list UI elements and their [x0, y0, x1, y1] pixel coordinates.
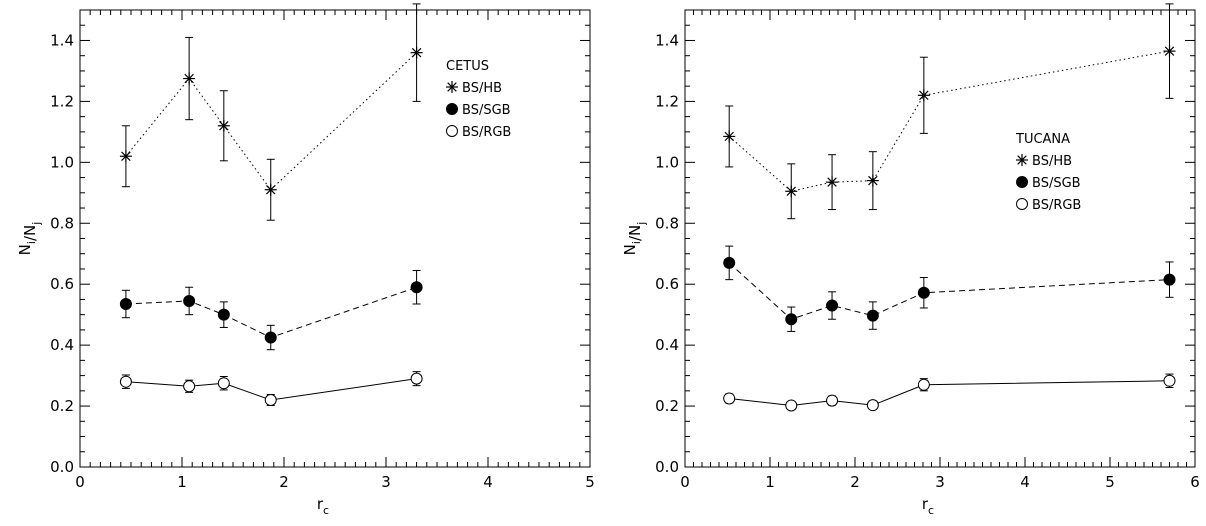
x-tick-label: 4: [483, 473, 493, 491]
chart-panel-1: 0 1 2 3 4 5 0.0 0.2 0.4 0.6 0.8 1.0 1.2 1.4 rc Ni/Nj CET…: [16, 3, 595, 517]
series-bs-hb: [119, 3, 423, 221]
asterisk-marker: [410, 46, 423, 59]
legend-entry: BS/RGB: [462, 125, 511, 140]
series-line: [125, 52, 417, 191]
y-tick-label: 0.4: [655, 336, 679, 354]
legend-entry: BS/HB: [462, 81, 502, 96]
legend-entry: BS/SGB: [462, 103, 511, 118]
asterisk-marker: [917, 89, 930, 102]
y-tick-label: 1.2: [50, 92, 74, 110]
y-tick-label: 1.0: [50, 153, 74, 171]
legend-title: TUCANA: [1015, 132, 1070, 147]
x-tick-label: 2: [850, 473, 860, 491]
filled-circle-marker: [217, 308, 230, 321]
y-axis-label: Ni/Nj: [621, 222, 648, 256]
legend-entry: BS/SGB: [1032, 176, 1081, 191]
x-axis-label: rc: [317, 495, 329, 517]
open-circle-marker: [785, 399, 798, 412]
y-tick-label: 0.8: [50, 214, 74, 232]
x-tick-label: 3: [381, 473, 391, 491]
y-tick-label: 0.2: [655, 397, 679, 415]
open-circle-marker: [183, 380, 196, 393]
asterisk-marker: [866, 174, 879, 187]
chart-panel-2: 0 1 2 3 4 5 6 0.0 0.2 0.4 0.6 0.8 1.0 1.2 1.4 rc Ni/Nj TU…: [621, 3, 1200, 517]
x-tick-label: 6: [1190, 473, 1200, 491]
filled-circle-marker: [410, 281, 423, 294]
open-circle-marker: [1163, 374, 1176, 387]
filled-circle-marker: [264, 331, 277, 344]
x-tick-label: 0: [680, 473, 690, 491]
plot-frame: [79, 9, 591, 468]
filled-circle-marker: [917, 286, 930, 299]
x-tick-label: 1: [177, 473, 187, 491]
y-tick-label: 0.2: [50, 397, 74, 415]
filled-circle-marker: [183, 294, 196, 307]
y-axis-label: Ni/Nj: [16, 222, 43, 256]
x-tick-label: 2: [279, 473, 289, 491]
asterisk-marker: [826, 176, 839, 189]
asterisk-marker: [785, 185, 798, 198]
series-bs-hb: [723, 3, 1176, 220]
x-tick-label: 5: [1105, 473, 1115, 491]
filled-circle-marker: [866, 309, 879, 322]
y-tick-label: 1.4: [655, 31, 679, 49]
y-tick-label: 0.6: [50, 275, 74, 293]
open-circle-marker: [866, 399, 879, 412]
open-circle-marker: [1016, 198, 1028, 210]
series-line: [728, 262, 1170, 320]
y-tick-label: 0.6: [655, 275, 679, 293]
x-tick-label: 3: [935, 473, 945, 491]
y-tick-label: 0.8: [655, 214, 679, 232]
filled-circle-marker: [723, 256, 736, 269]
x-tick-label: 5: [585, 473, 595, 491]
y-tick-label: 1.2: [655, 92, 679, 110]
asterisk-marker: [1163, 45, 1176, 58]
x-tick-label: 4: [1020, 473, 1030, 491]
filled-circle-marker: [785, 313, 798, 326]
open-circle-marker: [826, 394, 839, 407]
asterisk-marker: [723, 130, 736, 143]
open-circle-marker: [264, 393, 277, 406]
filled-circle-marker: [826, 299, 839, 312]
legend-title: CETUS: [446, 59, 489, 74]
y-tick-label: 0.4: [50, 336, 74, 354]
filled-circle-marker: [119, 298, 132, 311]
asterisk-marker: [217, 119, 230, 132]
asterisk-marker: [119, 150, 132, 163]
legend-entry: BS/RGB: [1032, 198, 1081, 213]
open-circle-marker: [217, 377, 230, 390]
x-tick-label: 0: [75, 473, 85, 491]
x-axis-label: rc: [922, 495, 934, 517]
filled-circle-marker: [1016, 176, 1028, 188]
series-bs-rgb: [723, 373, 1176, 412]
open-circle-marker: [119, 375, 132, 388]
y-tick-label: 1.4: [50, 31, 74, 49]
series-bs-rgb: [119, 371, 423, 406]
open-circle-marker: [723, 392, 736, 405]
legend-entry: BS/HB: [1032, 154, 1072, 169]
legend: TUCANA BS/HB BS/SGB BS/RGB: [1015, 132, 1081, 213]
plot-frame: [684, 9, 1196, 468]
series-line: [728, 50, 1170, 192]
filled-circle-marker: [1163, 273, 1176, 286]
series-line: [729, 380, 1170, 406]
x-tick-label: 1: [765, 473, 775, 491]
y-tick-label: 0.0: [655, 458, 679, 476]
open-circle-marker: [446, 125, 458, 137]
series-line: [125, 286, 417, 339]
filled-circle-marker: [446, 103, 458, 115]
asterisk-marker: [1016, 154, 1028, 166]
legend: CETUS BS/HB BS/SGB BS/RGB: [446, 59, 511, 140]
series-bs-sgb: [119, 269, 423, 351]
open-circle-marker: [410, 372, 423, 385]
asterisk-marker: [183, 72, 196, 85]
y-tick-label: 1.0: [655, 153, 679, 171]
asterisk-marker: [264, 183, 277, 196]
y-tick-label: 0.0: [50, 458, 74, 476]
open-circle-marker: [917, 378, 930, 391]
series-bs-sgb: [723, 245, 1176, 332]
asterisk-marker: [446, 81, 458, 93]
